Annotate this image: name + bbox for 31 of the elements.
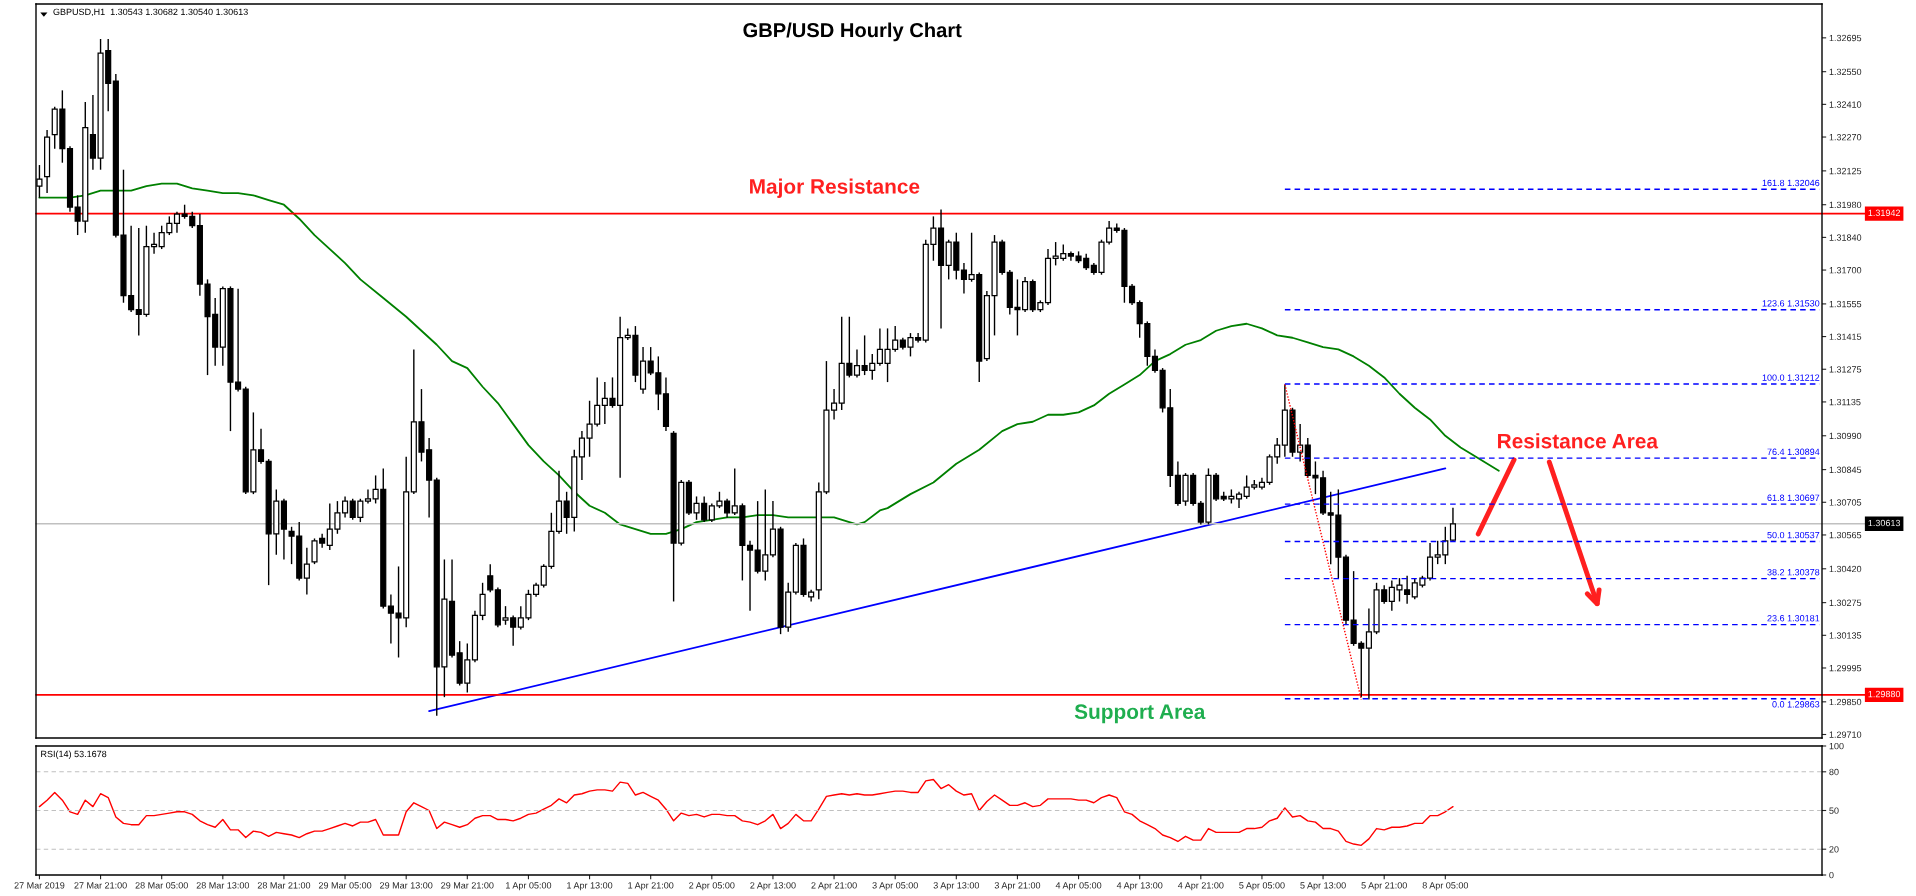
x-tick-label: 4 Apr 21:00: [1177, 882, 1224, 891]
x-tick-label: 3 Apr 21:00: [994, 882, 1041, 891]
x-tick-label: 2 Apr 21:00: [811, 882, 857, 891]
y-tick-label: 50: [1829, 807, 1839, 814]
x-tick-label: 28 Mar 05:00: [135, 882, 188, 889]
x-tick-label: 5 Apr 21:00: [1361, 882, 1407, 891]
x-tick-label: 29 Mar 13:00: [380, 882, 433, 889]
x-tick-label: 3 Apr 13:00: [933, 882, 980, 891]
chart-title: RSI(14) 53.1678: [41, 750, 107, 759]
x-tick-label: 27 Mar 21:00: [74, 882, 127, 889]
x-tick-label: 2 Apr 05:00: [689, 882, 735, 891]
x-tick-label: 4 Apr 05:00: [1055, 882, 1102, 891]
line-series: [38, 778, 1454, 847]
x-tick-label: 5 Apr 13:00: [1300, 882, 1346, 891]
x-tick-label: 4 Apr 13:00: [1116, 882, 1163, 891]
y-tick-label: 100: [1829, 742, 1844, 750]
y-tick-label: 80: [1829, 768, 1839, 776]
x-tick-label: 28 Mar 21:00: [257, 882, 311, 889]
y-tick-label: 0: [1829, 871, 1834, 879]
x-tick-label: 28 Mar 13:00: [196, 882, 250, 889]
x-tick-label: 2 Apr 13:00: [750, 882, 796, 891]
y-tick-label: 20: [1829, 846, 1839, 853]
x-tick-label: 1 Apr 05:00: [506, 882, 552, 891]
x-tick-label: 5 Apr 05:00: [1239, 882, 1285, 891]
x-tick-label: 8 Apr 05:00: [1422, 882, 1469, 891]
x-tick-label: 1 Apr 13:00: [567, 882, 613, 891]
x-tick-label: 29 Mar 21:00: [441, 882, 494, 889]
x-tick-label: 3 Apr 05:00: [872, 882, 918, 891]
x-tick-label: 1 Apr 21:00: [628, 882, 674, 891]
x-tick-label: 29 Mar 05:00: [318, 882, 372, 889]
x-tick-label: 27 Mar 2019: [14, 882, 65, 889]
